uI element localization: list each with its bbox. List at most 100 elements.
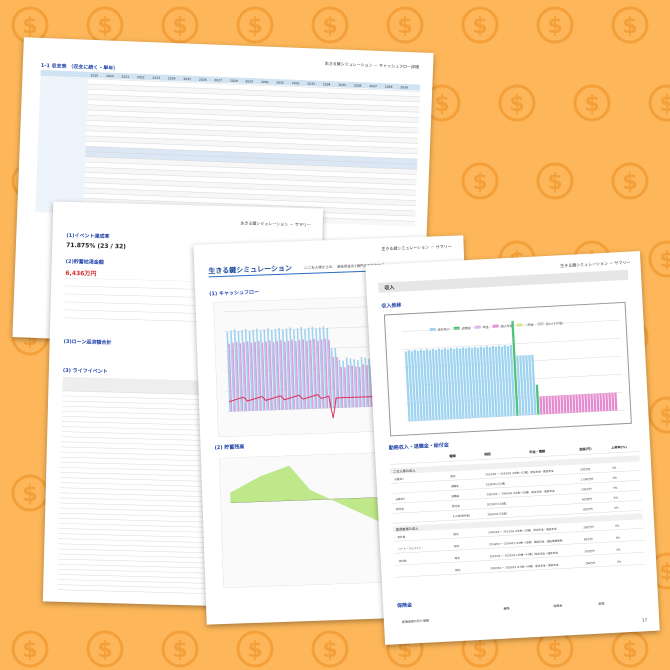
coin-icon bbox=[236, 630, 274, 668]
row-divider bbox=[393, 528, 644, 542]
deficit-value: 6,436万円 bbox=[65, 269, 97, 278]
cashflow-bar bbox=[302, 339, 307, 410]
table-row bbox=[38, 134, 418, 154]
dollar-icon: $ bbox=[472, 14, 487, 39]
table-cell: 2018/03 〜 2024/03 (33歳〜39歳) bbox=[489, 540, 532, 546]
dollar-icon: $ bbox=[172, 14, 187, 39]
cashflow-bar bbox=[230, 330, 235, 412]
year-header: 2026 bbox=[199, 77, 207, 81]
row-divider bbox=[37, 139, 418, 155]
table-cell: 2014/03 〜 2034/03 (32歳〜52歳) bbox=[485, 470, 528, 476]
income-bar bbox=[503, 345, 510, 417]
table-cell: 0% bbox=[613, 486, 618, 490]
table-row bbox=[37, 149, 418, 170]
cashflow-bar bbox=[298, 340, 303, 410]
row-divider bbox=[39, 87, 420, 103]
row-divider bbox=[394, 540, 645, 554]
income-bar bbox=[525, 355, 531, 416]
table-cell: お勤め1 bbox=[394, 477, 404, 482]
dollar-icon: $ bbox=[322, 638, 337, 663]
table-row bbox=[38, 113, 419, 134]
dollar-icon: $ bbox=[659, 404, 670, 429]
year-header: 2035 bbox=[338, 83, 346, 87]
income-bar bbox=[566, 394, 570, 414]
cashflow-title: (1) キャッシュフロー bbox=[209, 289, 260, 298]
income-bar bbox=[419, 349, 426, 421]
income-bar bbox=[528, 354, 534, 415]
grid-line bbox=[401, 320, 620, 332]
income-bar bbox=[491, 345, 498, 417]
cashflow-bar bbox=[228, 343, 233, 412]
table-cell: 給与 bbox=[455, 568, 461, 572]
income-bar bbox=[443, 348, 450, 420]
row-divider bbox=[39, 102, 420, 118]
income-bar bbox=[542, 396, 546, 415]
coin-icon bbox=[86, 630, 124, 668]
cashflow-bar bbox=[265, 341, 270, 411]
cashflow-bar bbox=[291, 339, 296, 410]
cashflow-bar bbox=[296, 328, 302, 410]
dollar-icon: $ bbox=[247, 14, 262, 39]
cashflow-bar bbox=[235, 341, 240, 412]
income-bar bbox=[506, 346, 513, 417]
coin-icon bbox=[536, 162, 574, 200]
income-chart-frame: 給与収入退職金年金個人年金一時金収入(その他) bbox=[383, 301, 632, 437]
coin-icon bbox=[386, 6, 424, 44]
cashflow-bar bbox=[259, 330, 265, 411]
income-bar bbox=[461, 347, 468, 419]
coin-icon bbox=[311, 6, 349, 44]
table-cell: パート・アルバイト bbox=[398, 546, 422, 551]
cashflow-bar bbox=[283, 341, 288, 410]
dollar-icon: $ bbox=[547, 638, 562, 663]
income-bar bbox=[593, 393, 597, 412]
dollar-icon: $ bbox=[509, 92, 524, 117]
cashflow-bar bbox=[300, 327, 305, 410]
row-divider bbox=[392, 510, 643, 524]
dollar-icon: $ bbox=[172, 638, 187, 663]
dollar-icon: $ bbox=[322, 14, 337, 39]
cashflow-bar bbox=[313, 338, 318, 409]
table-cell: 300万円 bbox=[584, 549, 595, 554]
income-bar bbox=[500, 346, 507, 417]
income-bar bbox=[440, 349, 447, 420]
insurance-col-type: 種類 bbox=[503, 606, 510, 611]
income-bar bbox=[485, 346, 492, 418]
year-header: 2023 bbox=[152, 76, 160, 80]
table-row bbox=[36, 165, 417, 186]
row-divider bbox=[36, 175, 417, 191]
table-cell: 1,000万円 bbox=[581, 477, 594, 482]
cashflow-bar bbox=[353, 359, 357, 408]
table-cell: 給付金 bbox=[396, 507, 404, 511]
cashflow-bar bbox=[244, 329, 250, 412]
row-divider bbox=[391, 480, 641, 494]
page-header: 生きる鍵シミュレーション － サマリー bbox=[240, 220, 311, 228]
income-header-bar: 収入 bbox=[378, 269, 629, 293]
income-bar bbox=[581, 394, 585, 413]
cashflow-bar bbox=[272, 342, 277, 411]
table-cell: 0% bbox=[614, 506, 619, 510]
table-column-header: 年金・種類 bbox=[529, 448, 546, 454]
income-bar bbox=[494, 346, 501, 417]
insurance-col-payout: 保険金 bbox=[553, 603, 563, 609]
table-cell: 退職金 bbox=[451, 484, 459, 488]
dollar-icon: $ bbox=[22, 638, 37, 663]
income-bar bbox=[535, 384, 540, 415]
cashflow-bar bbox=[243, 342, 248, 412]
row-divider bbox=[36, 165, 417, 181]
year-header: 2022 bbox=[137, 75, 145, 79]
income-bar bbox=[509, 344, 516, 416]
table-cell: 厚生年金・国民年金 bbox=[530, 469, 554, 474]
cashflow-bar bbox=[322, 326, 328, 409]
cashflow-bar bbox=[357, 360, 361, 408]
table-row bbox=[39, 102, 420, 123]
row-divider bbox=[36, 170, 417, 186]
table-cell: 200万円 bbox=[585, 561, 596, 566]
table-cell: 0% bbox=[616, 547, 621, 551]
dollar-icon: $ bbox=[97, 14, 112, 39]
income-bar bbox=[596, 393, 600, 412]
dollar-icon: $ bbox=[622, 638, 637, 663]
cashflow-bar bbox=[281, 329, 287, 410]
row-divider bbox=[394, 552, 645, 566]
table-cell: 500万円 bbox=[581, 487, 592, 492]
